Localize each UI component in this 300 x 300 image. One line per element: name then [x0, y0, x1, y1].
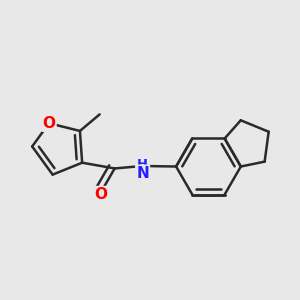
- Text: O: O: [43, 116, 56, 131]
- Text: N: N: [136, 166, 149, 181]
- Text: O: O: [94, 187, 108, 202]
- Text: H: H: [137, 158, 148, 171]
